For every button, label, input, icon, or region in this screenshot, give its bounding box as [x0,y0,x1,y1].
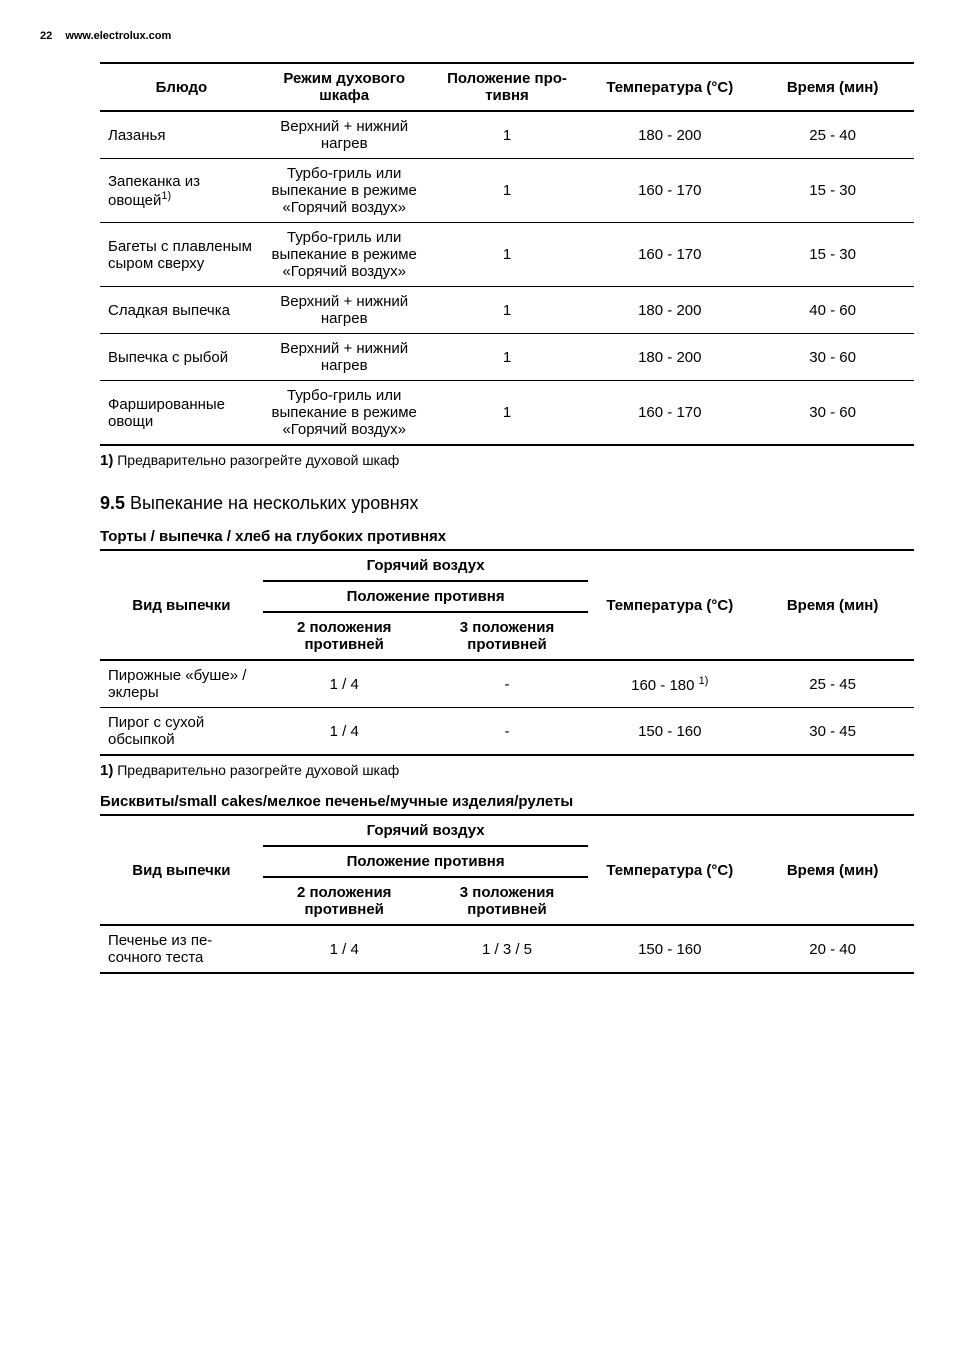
th-shelfpos: Положение противня [263,846,589,877]
th-mode: Режим духового шкафа [263,63,426,111]
cell-temp: 150 - 160 [588,925,751,973]
cell-temp: 180 - 200 [588,287,751,334]
cell-time: 25 - 40 [751,111,914,159]
cell-time: 25 - 45 [751,660,914,708]
cell-mode: Турбо-гриль или выпекание в режиме «Го­р… [263,159,426,223]
cell-time: 15 - 30 [751,223,914,287]
section-title: Выпекание на нескольких уровнях [125,493,418,513]
cell-type: Печенье из пе­сочного теста [100,925,263,973]
table-row: Сладкая выпеч­ка Верхний + ниж­ний нагре… [100,287,914,334]
cell-temp: 160 - 170 [588,381,751,446]
cell-pos: 1 [426,223,589,287]
section-heading: 9.5 Выпекание на нескольких уровнях [100,493,914,514]
cell-pos: 1 [426,287,589,334]
footnote-text: Предварительно разогрейте духовой шкаф [113,452,399,468]
th-hotair: Горячий воздух [263,815,589,846]
cell-temp: 180 - 200 [588,334,751,381]
cell-time: 30 - 60 [751,334,914,381]
cell-time: 30 - 45 [751,708,914,756]
cell-p2: 1 / 4 [263,925,426,973]
table-row: Печенье из пе­сочного теста 1 / 4 1 / 3 … [100,925,914,973]
cell-pos: 1 [426,111,589,159]
table-dishes: Блюдо Режим духового шкафа Положение про… [100,62,914,446]
cell-dish: Выпечка с рыб­ой [100,334,263,381]
cell-p3: 1 / 3 / 5 [426,925,589,973]
th-pos3: 3 положения противней [426,877,589,925]
cell-dish: Запеканка из овощей1) [100,159,263,223]
cell-temp: 180 - 200 [588,111,751,159]
table-row: Выпечка с рыб­ой Верхний + ниж­ний нагре… [100,334,914,381]
site-url: www.electrolux.com [65,30,171,42]
table-row: Запеканка из овощей1) Турбо-гриль или вы… [100,159,914,223]
cell-dish-text: Запеканка из овощей [108,173,200,209]
table-row: Багеты с пла­вленым сыром сверху Турбо-г… [100,223,914,287]
cell-time: 20 - 40 [751,925,914,973]
footnote-1: 1) Предварительно разогрейте духовой шка… [100,452,914,469]
cell-mode: Верхний + ниж­ний нагрев [263,287,426,334]
cell-temp: 160 - 170 [588,223,751,287]
page-header: 22 www.electrolux.com [40,30,914,42]
cell-temp-sup: 1) [699,675,709,687]
cell-type: Пирог с сухой обсыпкой [100,708,263,756]
footnote-sup: 1) [100,762,113,779]
table-row: Пирог с сухой обсыпкой 1 / 4 - 150 - 160… [100,708,914,756]
cell-p2: 1 / 4 [263,708,426,756]
cell-mode: Турбо-гриль или выпекание в режиме «Го­р… [263,223,426,287]
th-type: Вид выпечки [100,550,263,660]
th-time: Время (мин) [751,815,914,925]
cell-dish: Багеты с пла­вленым сыром сверху [100,223,263,287]
th-temp: Температура (°C) [588,63,751,111]
table-biscuits: Вид выпечки Горячий воздух Температура (… [100,814,914,974]
th-pos2: 2 положения противней [263,612,426,660]
cell-dish-sup: 1) [161,190,171,202]
cell-type: Пирожные «бу­ше» / эклеры [100,660,263,708]
footnote-text: Предварительно разогрейте духовой шкаф [113,762,399,778]
cell-dish: Фарширован­ные овощи [100,381,263,446]
cell-dish: Сладкая выпеч­ка [100,287,263,334]
cell-p3: - [426,660,589,708]
cell-dish: Лазанья [100,111,263,159]
cell-temp: 160 - 180 1) [588,660,751,708]
table-row: Лазанья Верхний + ниж­ний нагрев 1 180 -… [100,111,914,159]
th-hotair: Горячий воздух [263,550,589,581]
table-cakes: Вид выпечки Горячий воздух Температура (… [100,549,914,756]
cell-p2: 1 / 4 [263,660,426,708]
cell-p3: - [426,708,589,756]
cell-temp-text: 160 - 180 [631,677,699,694]
cell-temp: 160 - 170 [588,159,751,223]
cell-pos: 1 [426,334,589,381]
cell-time: 30 - 60 [751,381,914,446]
th-shelfpos: Положение противня [263,581,589,612]
th-temp: Температура (°C) [588,815,751,925]
th-pos2: 2 положения противней [263,877,426,925]
cell-time: 15 - 30 [751,159,914,223]
cell-mode: Верхний + ниж­ний нагрев [263,334,426,381]
cell-pos: 1 [426,159,589,223]
cell-time: 40 - 60 [751,287,914,334]
footnote-sup: 1) [100,452,113,469]
table-row: Фарширован­ные овощи Турбо-гриль или вып… [100,381,914,446]
th-dish: Блюдо [100,63,263,111]
cell-mode: Турбо-гриль или выпекание в режиме «Го­р… [263,381,426,446]
th-position: Положение про­тивня [426,63,589,111]
section-num: 9.5 [100,493,125,513]
document-page: 22 www.electrolux.com Блюдо Режим духово… [0,0,954,1014]
cell-temp: 150 - 160 [588,708,751,756]
th-type: Вид выпечки [100,815,263,925]
subsection-heading-1: Торты / выпечка / хлеб на глубоких проти… [100,528,914,545]
th-time: Время (мин) [751,63,914,111]
subsection-heading-2: Бисквиты/small cakes/мелкое печенье/мучн… [100,793,914,810]
footnote-2: 1) Предварительно разогрейте духовой шка… [100,762,914,779]
table-row: Пирожные «бу­ше» / эклеры 1 / 4 - 160 - … [100,660,914,708]
th-temp: Температура (°C) [588,550,751,660]
th-time: Время (мин) [751,550,914,660]
th-pos3: 3 положения противней [426,612,589,660]
cell-mode: Верхний + ниж­ний нагрев [263,111,426,159]
cell-pos: 1 [426,381,589,446]
page-number: 22 [40,30,52,42]
